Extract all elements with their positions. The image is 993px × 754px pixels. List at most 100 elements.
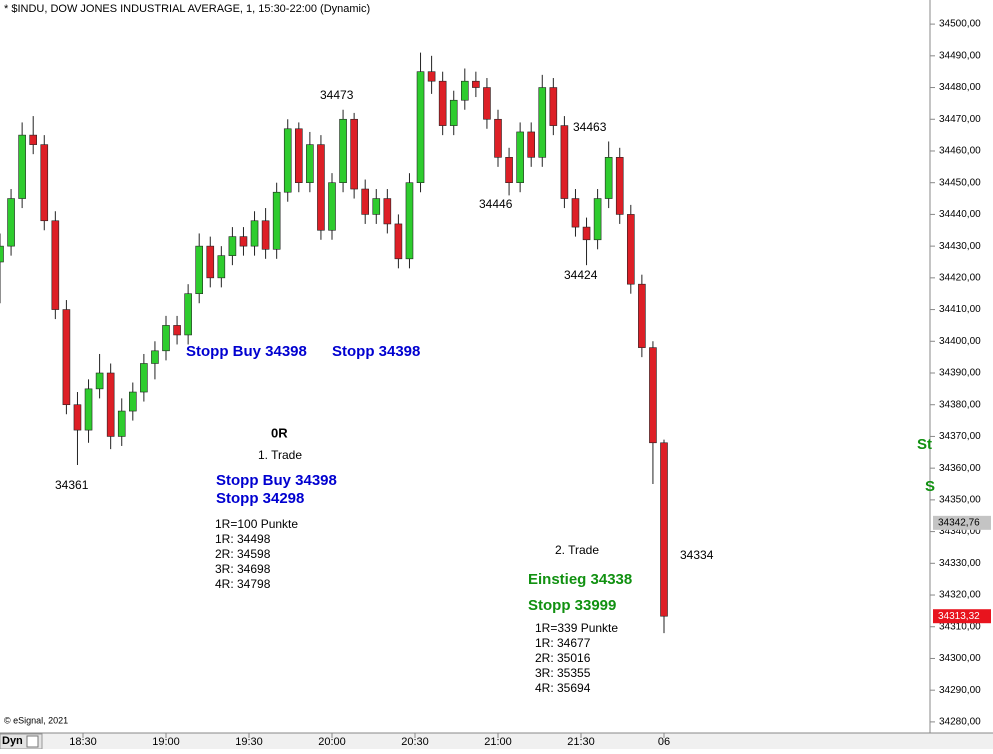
candle-body — [372, 198, 381, 215]
candle-body — [361, 188, 370, 215]
annotation: 1. Trade — [258, 448, 302, 462]
candle-body — [0, 245, 4, 263]
candle-body — [383, 198, 392, 225]
annotation: 4R: 34798 — [215, 577, 271, 591]
y-tick-label: 34370,00 — [939, 431, 981, 442]
y-tick-label: 34410,00 — [939, 304, 981, 315]
x-tick-label: 21:30 — [567, 736, 595, 748]
candle-body — [638, 283, 646, 348]
annotation: Stopp Buy 34398 — [186, 343, 307, 360]
candle-body — [106, 372, 115, 437]
annotation: 0R — [271, 425, 288, 440]
annotation: 34361 — [55, 478, 89, 492]
candle-body — [7, 198, 15, 247]
candle-body — [405, 182, 414, 260]
candle-body — [306, 144, 314, 183]
price-tag-label: 34313,32 — [938, 611, 980, 622]
y-tick-label: 34360,00 — [939, 463, 981, 474]
annotation: 3R: 35355 — [535, 666, 591, 680]
candle-body — [73, 404, 82, 431]
x-axis-band — [0, 733, 993, 749]
x-tick-label: 19:30 — [235, 736, 263, 748]
annotation: 2. Trade — [555, 543, 599, 557]
candle-body — [151, 350, 159, 364]
chart-title: * $INDU, DOW JONES INDUSTRIAL AVERAGE, 1… — [4, 3, 370, 15]
candle-body — [626, 214, 635, 285]
candle-body — [250, 220, 259, 247]
annotation: Stopp 33999 — [528, 597, 616, 614]
candle-body — [294, 128, 303, 183]
y-tick-label: 34300,00 — [939, 653, 981, 664]
y-tick-label: 34500,00 — [939, 19, 981, 30]
annotation: 1R=339 Punkte — [535, 621, 618, 635]
candle-body — [40, 144, 49, 222]
candle-body — [173, 325, 181, 336]
annotation: 34473 — [320, 88, 354, 102]
y-tick-label: 34450,00 — [939, 177, 981, 188]
candle-body — [516, 131, 524, 183]
x-tick-label: 06 — [658, 736, 670, 748]
candle-body — [129, 391, 137, 412]
lock-icon[interactable] — [26, 735, 39, 748]
candle-body — [549, 87, 558, 126]
candle-body — [339, 118, 347, 183]
y-tick-label: 34380,00 — [939, 399, 981, 410]
annotation: 2R: 34598 — [215, 547, 271, 561]
x-tick-label: 18:30 — [69, 736, 97, 748]
annotation: Stopp 34298 — [216, 490, 304, 507]
candle-body — [18, 134, 26, 199]
y-tick-label: 34290,00 — [939, 685, 981, 696]
y-tick-label: 34400,00 — [939, 336, 981, 347]
y-tick-label: 34390,00 — [939, 368, 981, 379]
copyright: © eSignal, 2021 — [4, 715, 68, 725]
candle-body — [350, 118, 358, 190]
candle-body — [394, 223, 403, 260]
annotation: Stopp 34398 — [332, 343, 420, 360]
mode-label: Dyn — [2, 735, 23, 747]
annotation: Stopp Buy 34398 — [216, 472, 337, 489]
candle-body — [195, 245, 203, 295]
annotation: Einstieg 34338 — [528, 571, 632, 588]
price-tag-label: 34342,76 — [938, 517, 980, 528]
y-tick-label: 34430,00 — [939, 241, 981, 252]
x-tick-label: 21:00 — [484, 736, 512, 748]
candle-body — [217, 255, 226, 279]
candle-body — [427, 71, 436, 82]
candle-body — [272, 191, 281, 250]
candle-body — [460, 80, 469, 101]
x-tick-label: 20:00 — [318, 736, 346, 748]
candle-body — [283, 128, 292, 193]
annotation: 1R=100 Punkte — [215, 517, 298, 531]
candle-body — [483, 87, 491, 120]
annotation: 34334 — [680, 548, 714, 562]
annotation: 1R: 34677 — [535, 636, 591, 650]
y-tick-label: 34460,00 — [939, 146, 981, 157]
annotation: 3R: 34698 — [215, 562, 271, 576]
y-tick-label: 34480,00 — [939, 82, 981, 93]
candle-body — [571, 198, 580, 228]
candle-body — [649, 347, 657, 444]
x-tick-label: 19:00 — [152, 736, 180, 748]
candle-body — [239, 236, 248, 247]
candle-body — [449, 99, 458, 126]
y-tick-label: 34440,00 — [939, 209, 981, 220]
candle-body — [29, 134, 38, 145]
candle-body — [206, 245, 215, 279]
candle-body — [438, 80, 447, 126]
y-tick-label: 34310,00 — [939, 621, 981, 632]
annotation: 34463 — [573, 120, 607, 134]
y-tick-label: 34280,00 — [939, 717, 981, 728]
candle-body — [317, 144, 325, 231]
price-tag — [933, 609, 991, 624]
candle-body — [84, 388, 93, 431]
candle-body — [615, 157, 624, 215]
annotation: St — [917, 436, 932, 453]
candle-body — [660, 442, 668, 617]
candle-body — [140, 363, 148, 393]
price-tag — [933, 515, 991, 530]
candle-body — [51, 220, 60, 310]
annotation: 34446 — [479, 197, 513, 211]
annotation: 2R: 35016 — [535, 651, 591, 665]
annotation: 4R: 35694 — [535, 681, 591, 695]
candle-body — [538, 87, 547, 158]
